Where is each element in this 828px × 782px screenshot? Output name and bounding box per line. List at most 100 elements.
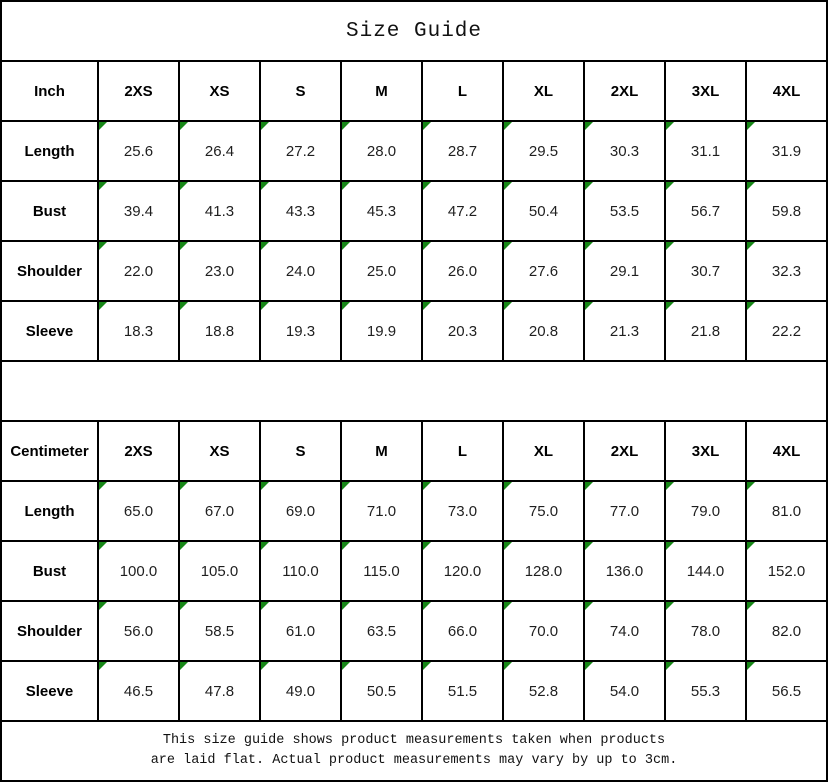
cell-corner-flag-icon [666, 242, 674, 250]
cell-corner-flag-icon [666, 662, 674, 670]
value-cell-label: 39.4 [123, 202, 154, 220]
cell-corner-flag-icon [504, 302, 512, 310]
size-header-cell: XS [180, 422, 261, 482]
cell-corner-flag-icon [342, 482, 350, 490]
size-header-cell-label: L [457, 442, 468, 460]
row-label-cell-label: Shoulder [16, 262, 82, 280]
value-cell: 56.0 [99, 602, 180, 662]
value-cell: 128.0 [504, 542, 585, 602]
cell-corner-flag-icon [99, 302, 107, 310]
value-cell: 20.8 [504, 302, 585, 362]
value-cell-label: 128.0 [524, 562, 563, 580]
value-cell: 56.7 [666, 182, 747, 242]
value-cell: 23.0 [180, 242, 261, 302]
cell-corner-flag-icon [261, 302, 269, 310]
value-cell: 31.9 [747, 122, 828, 182]
cell-corner-flag-icon [666, 482, 674, 490]
row-label-cell-label: Bust [32, 202, 67, 220]
unit-header-cell-label: Centimeter [10, 442, 89, 460]
value-cell: 74.0 [585, 602, 666, 662]
row-label-cell: Sleeve [2, 302, 99, 362]
cell-corner-flag-icon [180, 542, 188, 550]
value-cell-label: 144.0 [686, 562, 725, 580]
value-cell: 25.0 [342, 242, 423, 302]
value-cell-label: 20.3 [447, 322, 478, 340]
value-cell-label: 58.5 [204, 622, 235, 640]
value-cell-label: 22.2 [771, 322, 802, 340]
size-header-cell-label: S [295, 82, 306, 100]
value-cell-label: 54.0 [609, 682, 640, 700]
value-cell: 66.0 [423, 602, 504, 662]
value-cell: 78.0 [666, 602, 747, 662]
cell-corner-flag-icon [180, 602, 188, 610]
cell-corner-flag-icon [504, 242, 512, 250]
size-header-cell-label: XL [533, 442, 554, 460]
value-cell-label: 77.0 [609, 502, 640, 520]
cell-corner-flag-icon [585, 302, 593, 310]
cell-corner-flag-icon [504, 602, 512, 610]
size-header-cell: S [261, 422, 342, 482]
value-cell-label: 51.5 [447, 682, 478, 700]
value-cell-label: 21.3 [609, 322, 640, 340]
cell-corner-flag-icon [261, 482, 269, 490]
size-header-cell: 4XL [747, 62, 828, 122]
cell-corner-flag-icon [747, 242, 755, 250]
value-cell: 28.7 [423, 122, 504, 182]
value-cell: 24.0 [261, 242, 342, 302]
value-cell-label: 56.5 [771, 682, 802, 700]
value-cell-label: 71.0 [366, 502, 397, 520]
value-cell-label: 65.0 [123, 502, 154, 520]
value-cell: 67.0 [180, 482, 261, 542]
value-cell: 20.3 [423, 302, 504, 362]
row-label-cell: Shoulder [2, 602, 99, 662]
value-cell-label: 27.2 [285, 142, 316, 160]
row-label-cell: Bust [2, 182, 99, 242]
value-cell: 21.8 [666, 302, 747, 362]
value-cell: 49.0 [261, 662, 342, 722]
size-header-cell: M [342, 62, 423, 122]
cell-corner-flag-icon [747, 122, 755, 130]
cell-corner-flag-icon [747, 302, 755, 310]
value-cell-label: 81.0 [771, 502, 802, 520]
size-header-cell: 2XS [99, 62, 180, 122]
size-header-cell-label: M [375, 442, 388, 460]
value-cell: 77.0 [585, 482, 666, 542]
cell-corner-flag-icon [747, 602, 755, 610]
size-header-cell: L [423, 62, 504, 122]
size-header-cell-label: 2XS [124, 442, 153, 460]
value-cell-label: 79.0 [690, 502, 721, 520]
row-label-cell: Bust [2, 542, 99, 602]
cell-corner-flag-icon [585, 182, 593, 190]
size-header-cell-label: M [375, 82, 388, 100]
value-cell: 29.5 [504, 122, 585, 182]
value-cell: 18.8 [180, 302, 261, 362]
value-cell: 27.2 [261, 122, 342, 182]
value-cell: 47.2 [423, 182, 504, 242]
cell-corner-flag-icon [180, 182, 188, 190]
value-cell-label: 21.8 [690, 322, 721, 340]
cell-corner-flag-icon [261, 122, 269, 130]
value-cell-label: 30.7 [690, 262, 721, 280]
size-header-cell: 2XS [99, 422, 180, 482]
row-label-cell-label: Shoulder [16, 622, 82, 640]
value-cell-label: 19.3 [285, 322, 316, 340]
size-header-cell-label: L [457, 82, 468, 100]
cell-corner-flag-icon [423, 662, 431, 670]
cell-corner-flag-icon [585, 122, 593, 130]
value-cell: 31.1 [666, 122, 747, 182]
value-cell-label: 63.5 [366, 622, 397, 640]
cell-corner-flag-icon [342, 242, 350, 250]
footer-line: are laid flat. Actual product measuremen… [150, 753, 678, 768]
value-cell-label: 27.6 [528, 262, 559, 280]
value-cell-label: 22.0 [123, 262, 154, 280]
size-header-cell-label: XS [209, 442, 230, 460]
footer-note: This size guide shows product measuremen… [2, 722, 828, 782]
value-cell-label: 29.5 [528, 142, 559, 160]
size-header-cell-label: 3XL [691, 82, 720, 100]
value-cell: 81.0 [747, 482, 828, 542]
cell-corner-flag-icon [342, 122, 350, 130]
cell-corner-flag-icon [342, 662, 350, 670]
cell-corner-flag-icon [342, 182, 350, 190]
cell-corner-flag-icon [99, 662, 107, 670]
value-cell: 58.5 [180, 602, 261, 662]
